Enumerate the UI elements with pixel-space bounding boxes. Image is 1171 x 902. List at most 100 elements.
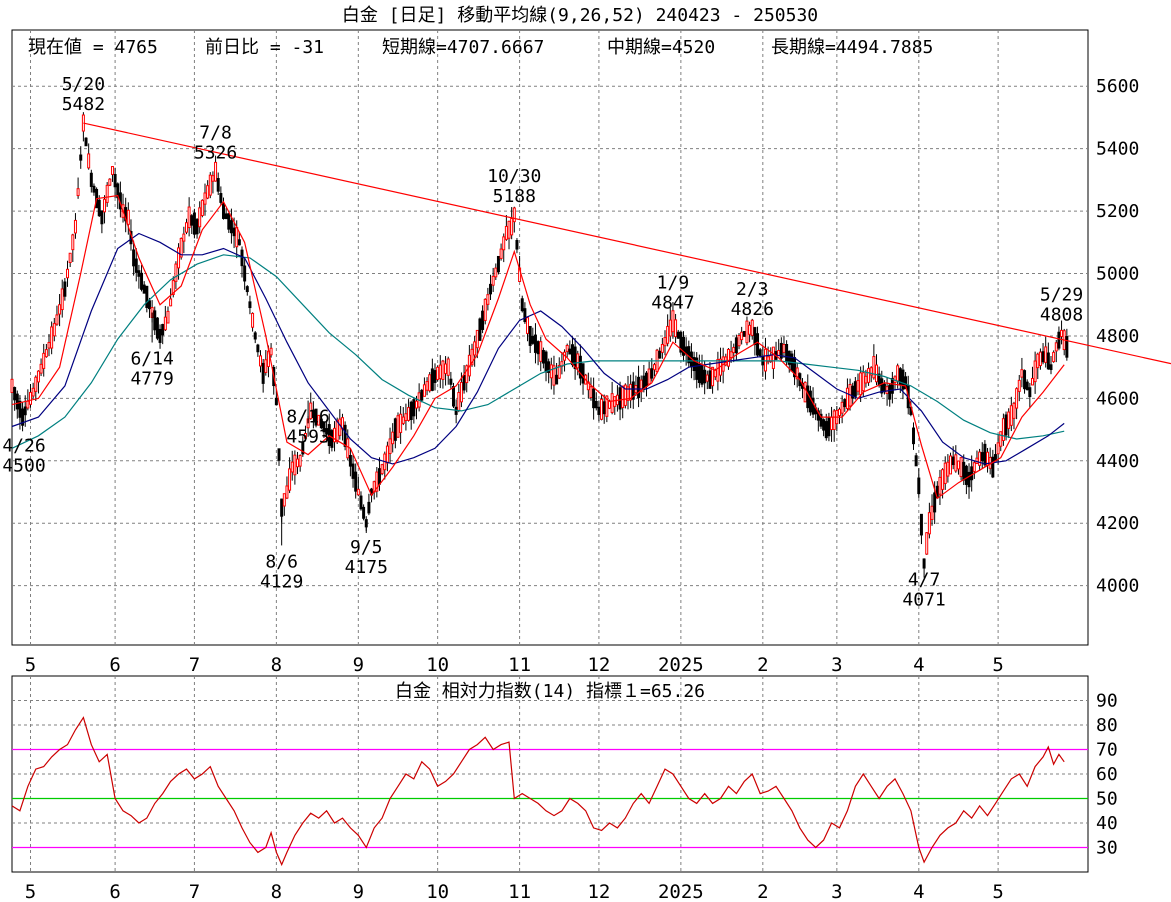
candle-down <box>819 413 823 427</box>
candle-down <box>843 399 847 408</box>
candle-down <box>806 385 810 409</box>
candle-down <box>354 471 358 492</box>
candle-up <box>163 316 167 331</box>
candle-down <box>274 397 278 406</box>
candle-down <box>536 341 540 355</box>
candle-up <box>565 344 569 352</box>
candle-up <box>763 348 767 372</box>
month-label: 2025 <box>658 654 704 676</box>
candle-up <box>288 468 292 491</box>
candle-up <box>639 379 643 393</box>
month-label: 12 <box>587 881 610 902</box>
candle-up <box>869 367 873 376</box>
candle-down <box>967 471 971 488</box>
candle-up <box>36 370 40 383</box>
candle-up <box>459 381 463 403</box>
candle-down <box>420 389 424 401</box>
candle-down <box>97 199 101 217</box>
candle-up <box>298 455 302 467</box>
candle-down <box>962 461 966 481</box>
candle-down <box>142 284 146 294</box>
candle-up <box>837 408 841 417</box>
candle-up <box>549 364 553 379</box>
candle-up <box>457 392 461 411</box>
candle-down <box>325 428 329 435</box>
annotation-value: 4500 <box>2 456 45 477</box>
candle-down <box>980 452 984 462</box>
candle-up <box>925 532 929 555</box>
candle-up <box>1017 379 1021 392</box>
candle-down <box>756 333 760 356</box>
candle-down <box>808 390 812 413</box>
candle-down <box>824 421 828 439</box>
candle-up <box>208 174 212 196</box>
candle-down <box>343 424 347 447</box>
candle-down <box>816 410 820 421</box>
candle-down <box>888 384 892 400</box>
candle-up <box>845 387 849 410</box>
month-label: 7 <box>189 881 200 902</box>
candle-down <box>219 193 223 203</box>
candle-up <box>388 438 392 455</box>
candle-up <box>475 329 479 349</box>
candle-down <box>311 409 315 418</box>
rsi-y-axis: 30 40 50 60 70 80 90 <box>1096 691 1118 859</box>
candle-down <box>597 406 601 415</box>
candle-up <box>126 209 130 225</box>
candle-down <box>1065 336 1069 358</box>
candle-down <box>245 286 249 293</box>
candle-up <box>621 385 625 409</box>
annotation-value: 4826 <box>731 299 774 320</box>
candle-up <box>404 413 408 421</box>
month-label: 4 <box>913 654 924 676</box>
annotation-date: 7/8 <box>199 123 232 144</box>
month-label: 3 <box>831 881 842 902</box>
candle-up <box>338 418 342 436</box>
candle-up <box>927 512 931 535</box>
candle-up <box>745 320 749 344</box>
month-label: 9 <box>353 654 364 676</box>
candle-up <box>251 312 255 328</box>
candle-down <box>520 298 524 312</box>
candle-up <box>557 365 561 379</box>
candle-up <box>473 341 477 356</box>
candle-up <box>1007 411 1011 429</box>
candle-up <box>867 368 871 383</box>
summary-short-ma: 短期線=4707.6667 <box>382 37 544 58</box>
candle-up <box>290 461 294 473</box>
candle-up <box>803 381 807 403</box>
candle-up <box>502 236 506 251</box>
candle-down <box>679 331 683 353</box>
price-tick-label: 4600 <box>1096 388 1139 409</box>
ma-mid-line <box>11 232 1065 465</box>
candle-down <box>618 387 622 410</box>
candle-up <box>840 401 844 414</box>
candle-down <box>240 249 244 267</box>
candle-up <box>652 364 656 371</box>
candle-up <box>39 363 43 374</box>
candle-down <box>481 310 485 330</box>
candle-down <box>708 370 712 389</box>
candle-up <box>436 366 440 380</box>
candle-up <box>356 488 360 496</box>
candle-up <box>200 199 204 217</box>
rsi-lines <box>11 716 1088 867</box>
candle-down <box>21 408 25 426</box>
candle-down <box>462 375 466 391</box>
candle-down <box>692 357 696 372</box>
rsi-tick-label: 50 <box>1096 789 1118 810</box>
annotation-value: 4129 <box>260 571 303 592</box>
ma-short-line <box>11 194 1065 500</box>
candle-down <box>922 558 926 569</box>
candle-down <box>452 386 455 407</box>
candle-down <box>1041 351 1045 363</box>
candle-up <box>1036 353 1040 369</box>
rsi-tick-label: 60 <box>1096 764 1118 785</box>
candle-up <box>483 298 487 321</box>
candle-down <box>359 495 363 510</box>
summary-row: 現在値 = 4765 前日比 = -31 短期線=4707.6667 中期線=4… <box>28 37 933 58</box>
candle-up <box>444 363 448 374</box>
summary-mid-ma: 中期線=4520 <box>607 37 715 58</box>
candle-down <box>742 331 746 337</box>
candle-up <box>177 247 181 269</box>
